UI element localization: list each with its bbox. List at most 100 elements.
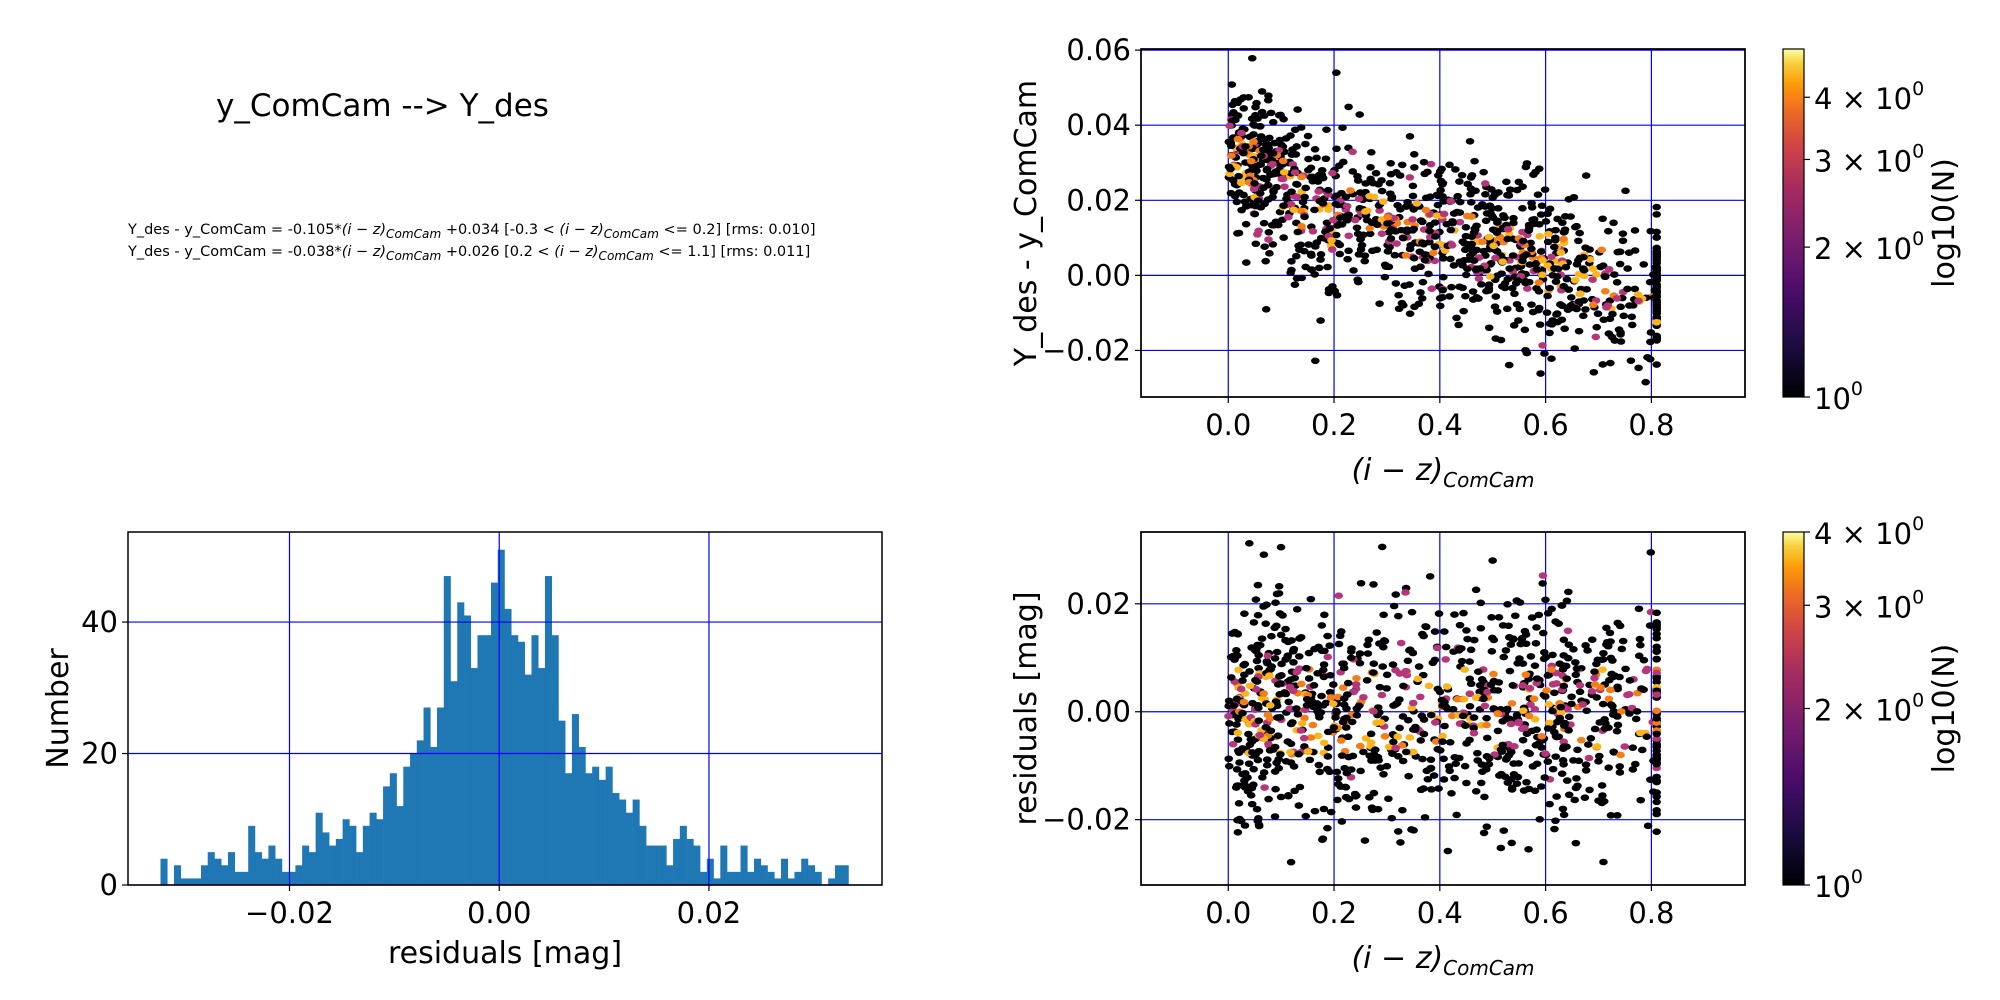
residuals-hexbin-cell <box>1548 765 1558 773</box>
color-term-hexbin-cell <box>1545 320 1555 327</box>
color-term-hexbin-cell <box>1241 259 1251 266</box>
color-term-hexbin-cell <box>1486 209 1495 217</box>
color-term-hexbin-cell <box>1274 111 1284 119</box>
color-term-hexbin-cell <box>1478 201 1487 208</box>
color-term-hexbin-cell <box>1509 322 1519 329</box>
residuals-hexbin-cell <box>1248 737 1257 745</box>
histogram-bar <box>733 871 741 885</box>
residuals-hexbin-cell <box>1266 727 1276 735</box>
residuals-hexbin-cell <box>1606 686 1615 694</box>
color-term-hexbin-cell <box>1296 124 1306 131</box>
residuals-hexbin-cell <box>1234 800 1244 807</box>
residuals-hexbin-cell <box>1613 721 1623 729</box>
residuals-hexbin-cell <box>1480 702 1490 710</box>
color-term-hexbin-cell <box>1300 213 1309 221</box>
residuals-hexbin-cell <box>1510 612 1520 620</box>
color-term-hexbin-cell <box>1332 192 1341 200</box>
residuals-hexbin-cell <box>1360 837 1370 844</box>
color-term-hexbin-cell <box>1445 293 1454 300</box>
histogram-bar <box>254 852 262 885</box>
residuals-hexbin-cell <box>1522 778 1531 786</box>
histogram-bar <box>356 852 364 885</box>
residuals-hexbin-cell <box>1372 719 1381 727</box>
residuals-hexbin-cell <box>1262 761 1272 769</box>
residuals-hexbin-cell <box>1489 670 1498 678</box>
residuals-hexbin-cell <box>1563 627 1573 635</box>
residuals-hexbin-cell <box>1635 635 1645 643</box>
histogram-bar <box>713 878 721 885</box>
color-term-hexbin-cell <box>1621 187 1630 195</box>
color-term-hexbin-cell <box>1486 259 1496 267</box>
color-term-hexbin-cell <box>1383 213 1393 221</box>
color-term-hexbin-cell <box>1579 266 1589 274</box>
histogram-bar <box>383 786 391 885</box>
residuals-hexbin-cell <box>1401 667 1411 675</box>
residuals-hexbin-cell <box>1343 691 1352 698</box>
residuals-hexbin-cell <box>1375 683 1385 691</box>
residuals-hexbin-cell <box>1224 755 1234 763</box>
residuals-hexbin-cell <box>1379 643 1388 651</box>
residuals-hexbin-cell <box>1615 763 1625 770</box>
color-term-hexbin-cell <box>1552 310 1562 317</box>
histogram-bar <box>794 871 802 885</box>
color-term-hexbin-cell <box>1560 325 1569 333</box>
residuals-hexbin-cell <box>1270 813 1280 820</box>
residuals-hexbin-cell <box>1317 692 1326 700</box>
residuals-hexbin-cell <box>1559 743 1569 750</box>
residuals-hexbin-cell <box>1448 705 1458 713</box>
histogram-bar <box>659 845 667 885</box>
color-term-hexbin-cell <box>1392 240 1401 247</box>
residuals-hexbin-cell <box>1503 601 1512 608</box>
residuals-hexbin-cell <box>1352 674 1361 682</box>
color-term-hexbin-cell <box>1547 355 1556 362</box>
residuals-hexbin-cell <box>1329 724 1339 731</box>
residuals-hexbin-cell <box>1471 586 1481 594</box>
color-term-hexbin-cell <box>1540 186 1550 193</box>
histogram-bar <box>180 878 188 885</box>
color-term-hexbin-cell <box>1427 285 1437 292</box>
color-term-hexbin-cell <box>1304 241 1313 248</box>
residuals-hexbin-cell <box>1379 611 1388 619</box>
residuals-hexbin-cell <box>1461 722 1470 729</box>
residuals-hexbin-cell <box>1315 768 1325 776</box>
residuals-hexbin-cell <box>1238 709 1247 717</box>
color-term-axes: 0.0 0.2 0.4 0.6 0.8 −0.02 0.00 0.02 0.04 0.06 Y_de… <box>1009 33 1746 492</box>
residuals-hexbin-cell <box>1255 731 1265 739</box>
fit-range: +0.026 [0.2 < <box>441 244 555 260</box>
color-term-hexbin-cell <box>1310 146 1320 153</box>
residuals-hexbin-cell <box>1419 785 1428 792</box>
residuals-hexbin-cell <box>1602 638 1612 646</box>
color-term-hexbin-cell <box>1262 167 1272 174</box>
color-term-hexbin-cell <box>1438 273 1448 281</box>
histogram-bar <box>639 825 647 885</box>
color-term-hexbin-cell <box>1336 214 1345 221</box>
residuals-hexbin-cell <box>1366 730 1376 738</box>
residuals-hexbin-cell <box>1426 764 1436 772</box>
color-term-x-tick-label: 0.2 <box>1311 408 1357 442</box>
residuals-hexbin-cell <box>1236 685 1246 693</box>
residuals-hexbin-cell <box>1244 760 1254 767</box>
color-term-hexbin-cell <box>1410 164 1419 171</box>
color-term-hexbin-cell <box>1582 286 1591 293</box>
residuals-hexbin-cell <box>1501 647 1511 654</box>
residuals-hexbin-cell <box>1283 652 1293 660</box>
color-term-hexbin-cell <box>1492 308 1502 315</box>
residuals-hexbin-cell <box>1336 737 1346 744</box>
color-term-hexbin-cell <box>1239 105 1249 112</box>
histogram-bar <box>187 878 195 885</box>
color-term-hexbin-cell <box>1543 238 1553 246</box>
residuals-hexbin-cell <box>1543 725 1553 732</box>
color-term-hexbin-cell <box>1279 234 1288 241</box>
residuals-hexbin-cell <box>1587 636 1597 644</box>
color-term-hexbin-cell <box>1321 155 1331 163</box>
residuals-hexbin-cell <box>1441 656 1450 663</box>
color-term-hexbin-cell <box>1284 213 1293 221</box>
residuals-hexbin-cell <box>1584 741 1593 748</box>
color-term-hexbin-cell <box>1492 229 1502 236</box>
color-term-hexbin-cell <box>1502 178 1511 186</box>
color-term-hexbin-cell <box>1530 260 1540 268</box>
color-term-hexbin-cell <box>1322 126 1331 133</box>
residuals-hexbin-cell <box>1267 632 1276 640</box>
color-term-hexbin-cell <box>1463 180 1473 188</box>
residuals-hexbin-cell <box>1432 644 1442 652</box>
